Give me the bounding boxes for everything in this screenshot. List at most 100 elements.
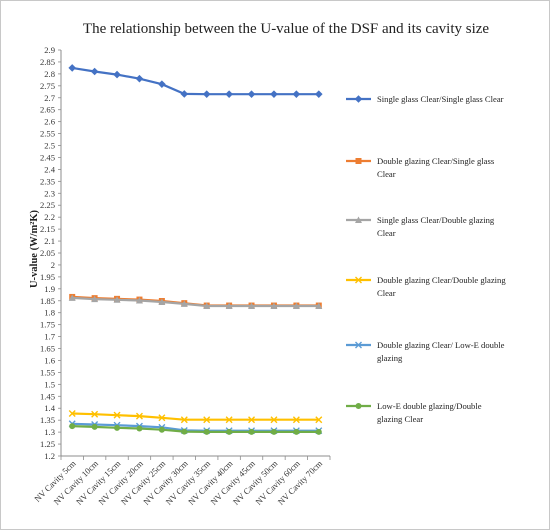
legend-entry-text: Single glass Clear/Double glazing bbox=[377, 215, 495, 225]
data-point bbox=[202, 90, 211, 98]
data-point bbox=[225, 416, 233, 424]
y-tick-label: 1.9 bbox=[44, 284, 55, 294]
y-tick-label: 2.1 bbox=[44, 236, 55, 246]
legend-entry-text: Clear bbox=[377, 228, 396, 238]
data-point bbox=[158, 80, 166, 88]
data-point bbox=[91, 295, 99, 303]
data-point bbox=[135, 297, 143, 304]
series-line-5 bbox=[72, 422, 319, 432]
y-tick-label: 2.05 bbox=[40, 248, 55, 258]
y-tick-label: 2.25 bbox=[40, 200, 55, 210]
y-tick-label: 2.35 bbox=[40, 176, 55, 186]
data-point bbox=[180, 416, 188, 424]
legend-marker bbox=[354, 95, 363, 103]
series-line-6 bbox=[72, 425, 319, 433]
data-point bbox=[113, 70, 121, 79]
data-point bbox=[270, 428, 277, 435]
data-point bbox=[248, 302, 256, 310]
data-point bbox=[292, 416, 300, 424]
y-tick-label: 1.85 bbox=[40, 296, 55, 306]
data-point bbox=[68, 294, 76, 301]
y-tick-label: 2.2 bbox=[44, 212, 55, 222]
legend-entry-text: Double glazing Clear/ Low-E double bbox=[377, 340, 505, 350]
data-point bbox=[292, 90, 301, 98]
data-point bbox=[315, 416, 323, 424]
y-tick-label: 1.5 bbox=[44, 379, 55, 389]
data-point bbox=[68, 64, 77, 72]
y-tick-label: 1.45 bbox=[40, 391, 55, 401]
legend-entry-text: glazing bbox=[377, 353, 403, 363]
data-point bbox=[158, 298, 166, 305]
data-point bbox=[113, 296, 121, 303]
data-point bbox=[203, 302, 211, 310]
y-tick-label: 1.4 bbox=[44, 403, 55, 413]
data-point bbox=[315, 302, 323, 310]
data-point bbox=[225, 302, 233, 310]
data-point bbox=[292, 302, 300, 310]
data-point bbox=[135, 412, 143, 420]
data-point bbox=[180, 90, 189, 98]
plot-area: 1.2 1.25 1.3 1.35 1.4 1.45 1.5 1.55 1.61.65 1.7 1.… bbox=[32, 45, 331, 507]
legend-entry-text: glazing Clear bbox=[377, 414, 423, 424]
y-tick-label: 1.95 bbox=[40, 272, 55, 282]
series-line-1 bbox=[72, 66, 319, 96]
y-tick-label: 2.65 bbox=[40, 105, 55, 115]
legend: Single glass Clear/Single glass Clear Dou… bbox=[346, 94, 506, 424]
y-tick-label: 1.75 bbox=[40, 320, 55, 330]
legend-entry-text: Clear bbox=[377, 169, 396, 179]
data-point bbox=[225, 90, 233, 98]
data-point bbox=[114, 424, 121, 431]
y-tick-label: 2.4 bbox=[44, 164, 55, 174]
y-tick-label: 2.85 bbox=[40, 57, 55, 67]
y-axis-label: U-value (W/m²K) bbox=[29, 209, 40, 288]
y-tick-label: 2.75 bbox=[40, 81, 55, 91]
legend-entry-text: Single glass Clear/Single glass Clear bbox=[377, 94, 504, 104]
y-tick-label: 2.5 bbox=[44, 141, 55, 151]
y-tick-label: 1.8 bbox=[44, 308, 55, 318]
data-point bbox=[270, 90, 278, 98]
data-point bbox=[90, 67, 99, 76]
data-point bbox=[270, 416, 278, 424]
y-tick-label: 2.45 bbox=[40, 152, 55, 162]
y-tick-label: 2.6 bbox=[44, 117, 55, 127]
series-line-3 bbox=[72, 296, 319, 308]
y-tick-label: 2 bbox=[51, 260, 55, 270]
y-tick-label: 1.7 bbox=[44, 332, 55, 342]
data-point bbox=[270, 302, 278, 310]
legend-entry-text: Clear bbox=[377, 288, 396, 298]
legend-entry-text: Double glazing Clear/Double glazing bbox=[377, 275, 506, 285]
legend-marker bbox=[355, 216, 362, 223]
data-point bbox=[136, 425, 143, 432]
y-tick-label: 1.2 bbox=[44, 451, 55, 461]
y-tick-label: 2.7 bbox=[44, 93, 55, 103]
data-point bbox=[247, 90, 256, 98]
y-tick-label: 1.65 bbox=[40, 344, 55, 354]
data-point bbox=[158, 426, 165, 433]
data-point bbox=[226, 428, 233, 435]
data-point bbox=[314, 90, 323, 98]
data-point bbox=[135, 74, 144, 83]
data-point bbox=[180, 300, 188, 307]
y-tick-label: 1.25 bbox=[40, 439, 55, 449]
y-tick-label: 1.3 bbox=[44, 427, 55, 437]
y-tick-label: 2.3 bbox=[44, 188, 55, 198]
data-point bbox=[248, 416, 256, 424]
y-tick-label: 1.55 bbox=[40, 367, 55, 377]
legend-marker bbox=[355, 341, 362, 349]
data-point bbox=[113, 411, 121, 419]
chart-title: The relationship between the U-value of … bbox=[83, 21, 489, 37]
data-point bbox=[203, 416, 211, 424]
data-point bbox=[91, 423, 98, 430]
y-tick-label: 1.6 bbox=[44, 355, 55, 365]
y-tick-label: 2.9 bbox=[44, 45, 55, 55]
data-point bbox=[203, 428, 210, 435]
legend-marker bbox=[355, 403, 362, 409]
data-point bbox=[293, 428, 300, 435]
y-tick-label: 2.15 bbox=[40, 224, 55, 234]
data-point bbox=[248, 428, 255, 435]
data-point bbox=[158, 414, 166, 422]
y-tick-label: 1.35 bbox=[40, 415, 55, 425]
y-tick-label: 2.8 bbox=[44, 69, 55, 79]
